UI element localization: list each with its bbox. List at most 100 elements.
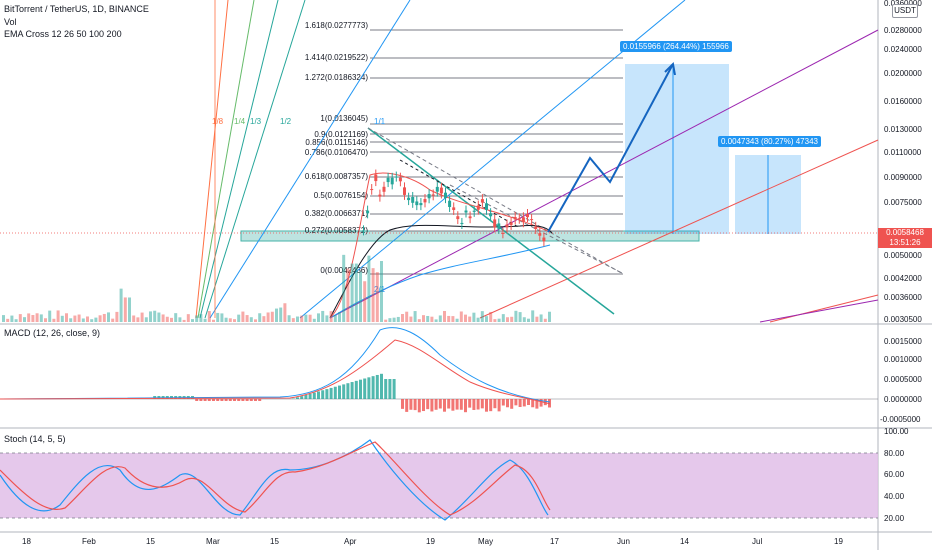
time-tick: 18: [22, 537, 31, 546]
volume-bar: [207, 311, 211, 322]
time-tick: Feb: [82, 537, 96, 546]
macd-tick: 0.0015000: [884, 337, 922, 346]
stoch-axis[interactable]: 100.00 80.00 60.00 40.00 20.00: [884, 427, 909, 523]
fan-label: 1/2: [280, 117, 292, 126]
dashed-trendline-2[interactable]: [449, 184, 625, 275]
fib-label: 0.618(0.0087357): [305, 172, 369, 181]
volume-bar: [409, 316, 413, 322]
ema-indicator-label[interactable]: EMA Cross 12 26 50 100 200: [4, 29, 122, 39]
time-tick: Mar: [206, 537, 220, 546]
candle: [386, 177, 390, 183]
candle: [378, 194, 382, 197]
volume-bar: [178, 317, 182, 322]
volume-bar: [90, 319, 94, 322]
macd-histogram-bar: [434, 399, 438, 410]
fan-line-red-2[interactable]: [769, 294, 879, 323]
symbol-title[interactable]: BitTorrent / TetherUS, 1D, BINANCE: [4, 4, 149, 14]
macd-histogram-bar: [207, 399, 211, 401]
ema-line: [329, 224, 553, 319]
volume-bar: [14, 319, 18, 322]
stoch-pane[interactable]: [0, 439, 551, 521]
gann-fan[interactable]: [195, 0, 879, 323]
dotted-trendline[interactable]: [399, 159, 521, 229]
fan-line-red[interactable]: [479, 139, 879, 319]
macd-histogram-bar: [543, 399, 547, 406]
volume-bar: [270, 311, 274, 322]
macd-histogram-bar: [451, 399, 455, 411]
candle: [476, 205, 480, 210]
fan-line-long[interactable]: [299, 0, 686, 319]
fan-line[interactable]: [209, 0, 411, 319]
fan-line[interactable]: [195, 0, 229, 319]
macd-histogram-bar: [312, 392, 316, 399]
fan-line[interactable]: [199, 0, 279, 319]
volume-bar: [380, 260, 383, 322]
volume-bar: [44, 318, 47, 322]
fan-line[interactable]: [204, 0, 306, 319]
time-tick: 15: [270, 537, 279, 546]
candle: [480, 199, 484, 203]
volume-bar: [283, 303, 287, 322]
volume-bar: [413, 311, 417, 322]
macd-histogram-bar: [514, 399, 518, 406]
time-tick: May: [478, 537, 493, 546]
volume-bar: [266, 312, 270, 322]
macd-axis[interactable]: 0.0015000 0.0010000 0.0005000 0.0000000 …: [880, 337, 922, 424]
time-tick: 19: [834, 537, 843, 546]
projection-path[interactable]: [547, 63, 674, 233]
fib-label: 1(0.0136045): [320, 114, 368, 123]
volume-bar: [128, 297, 131, 322]
macd-histogram-bar: [321, 390, 325, 399]
fan-line-purple-2[interactable]: [759, 299, 879, 323]
volume-bar: [39, 314, 43, 322]
macd-histogram-bar: [447, 399, 451, 409]
fib-levels[interactable]: [370, 29, 623, 275]
candle: [398, 177, 402, 182]
candle: [526, 214, 529, 218]
macd-histogram-bar: [224, 399, 228, 401]
macd-histogram-bar: [367, 377, 371, 399]
volume-bar: [111, 318, 115, 322]
macd-histogram-bar: [346, 383, 350, 399]
currency-badge[interactable]: USDT: [892, 4, 918, 18]
dashed-trendline[interactable]: [367, 127, 624, 275]
volume-bar: [65, 313, 68, 322]
price-tick: 0.0030500: [884, 315, 922, 324]
projection-box-large[interactable]: [625, 64, 729, 234]
volume-bar: [476, 317, 480, 322]
projection-label-small[interactable]: 0.0047343 (80.27%) 47343: [718, 136, 821, 147]
macd-histogram-bar: [527, 399, 530, 406]
macd-histogram-bar: [380, 373, 383, 399]
stoch-label[interactable]: Stoch (14, 5, 5): [4, 434, 66, 444]
macd-tick: 0.0005000: [884, 375, 922, 384]
macd-histogram-bar: [212, 399, 215, 401]
fan-line[interactable]: [197, 0, 255, 319]
projection-label-large[interactable]: 0.0155966 (264.44%) 155966: [620, 41, 732, 52]
volume-bar: [434, 319, 438, 322]
macd-pane[interactable]: [0, 327, 878, 413]
macd-histogram-bar: [548, 399, 551, 408]
stoch-tick: 100.00: [884, 427, 909, 436]
candle: [538, 233, 542, 236]
candle: [423, 199, 427, 203]
time-axis[interactable]: 18 Feb 15 Mar 15 Apr 19 May 17 Jun 14 Ju…: [22, 537, 843, 546]
volume-bar: [119, 288, 123, 322]
volume-bar: [182, 319, 186, 322]
macd-histogram-bar: [241, 399, 245, 401]
macd-histogram-bar: [518, 399, 522, 407]
volume-bar: [224, 317, 228, 322]
volume-bar: [468, 316, 472, 322]
volume-bar: [161, 314, 165, 322]
macd-label[interactable]: MACD (12, 26, close, 9): [4, 328, 101, 338]
current-price-value: 0.0058468: [886, 228, 924, 237]
price-tick: 0.0240000: [884, 45, 922, 54]
macd-histogram-bar: [531, 399, 535, 408]
volume-bar: [216, 312, 220, 322]
price-tick: 0.0036000: [884, 293, 922, 302]
volume-bar: [325, 315, 329, 322]
macd-histogram-bar: [199, 399, 203, 401]
candle: [489, 213, 493, 217]
vol-indicator-label[interactable]: Vol: [4, 17, 17, 27]
